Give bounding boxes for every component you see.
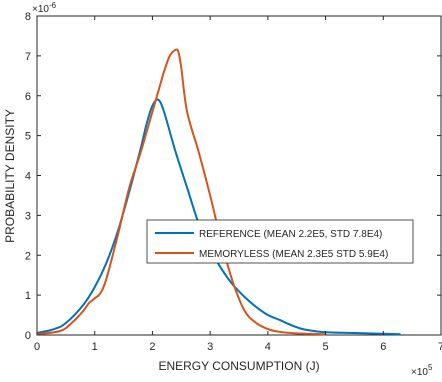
legend-box (146, 219, 414, 264)
plot-area (36, 15, 442, 336)
legend-label-reference: REFERENCE (MEAN 2.2E5, STD 7.8E4) (199, 229, 382, 240)
y-tick-label: 1 (25, 290, 31, 302)
y-axis-ticks: 0 1 2 3 4 5 6 7 8 (25, 11, 441, 342)
x-tick-label: 6 (380, 341, 386, 353)
x-tick-label: 1 (92, 341, 98, 353)
y-tick-label: 4 (25, 171, 31, 183)
x-exponent: ×105 (411, 363, 433, 378)
y-tick-label: 7 (25, 51, 31, 63)
series-lines (36, 48, 401, 336)
x-tick-label: 4 (265, 341, 271, 353)
y-exponent: ×10-6 (32, 1, 57, 15)
series-line-1 (36, 48, 326, 336)
x-tick-label: 0 (34, 341, 40, 353)
x-axis-ticks: 0 1 2 3 4 5 6 7 (34, 16, 442, 353)
y-tick-label: 0 (25, 330, 31, 342)
legend-label-memoryless: MEMORYLESS (MEAN 2.3E5 STD 5.9E4) (199, 249, 388, 260)
y-axis-title: PROBABILITY DENSITY (3, 109, 17, 243)
x-tick-label: 2 (149, 341, 155, 353)
series-line-0 (36, 98, 401, 336)
y-tick-label: 8 (25, 11, 31, 23)
y-tick-label: 2 (25, 250, 31, 262)
x-tick-label: 7 (438, 341, 442, 353)
x-axis-title: ENERGY CONSUMPTION (J) (158, 359, 319, 373)
x-tick-label: 3 (207, 341, 213, 353)
y-tick-label: 5 (25, 131, 31, 143)
y-tick-label: 6 (25, 91, 31, 103)
y-tick-label: 3 (25, 210, 31, 222)
legend: REFERENCE (MEAN 2.2E5, STD 7.8E4) MEMORY… (146, 219, 414, 264)
x-tick-label: 5 (323, 341, 329, 353)
